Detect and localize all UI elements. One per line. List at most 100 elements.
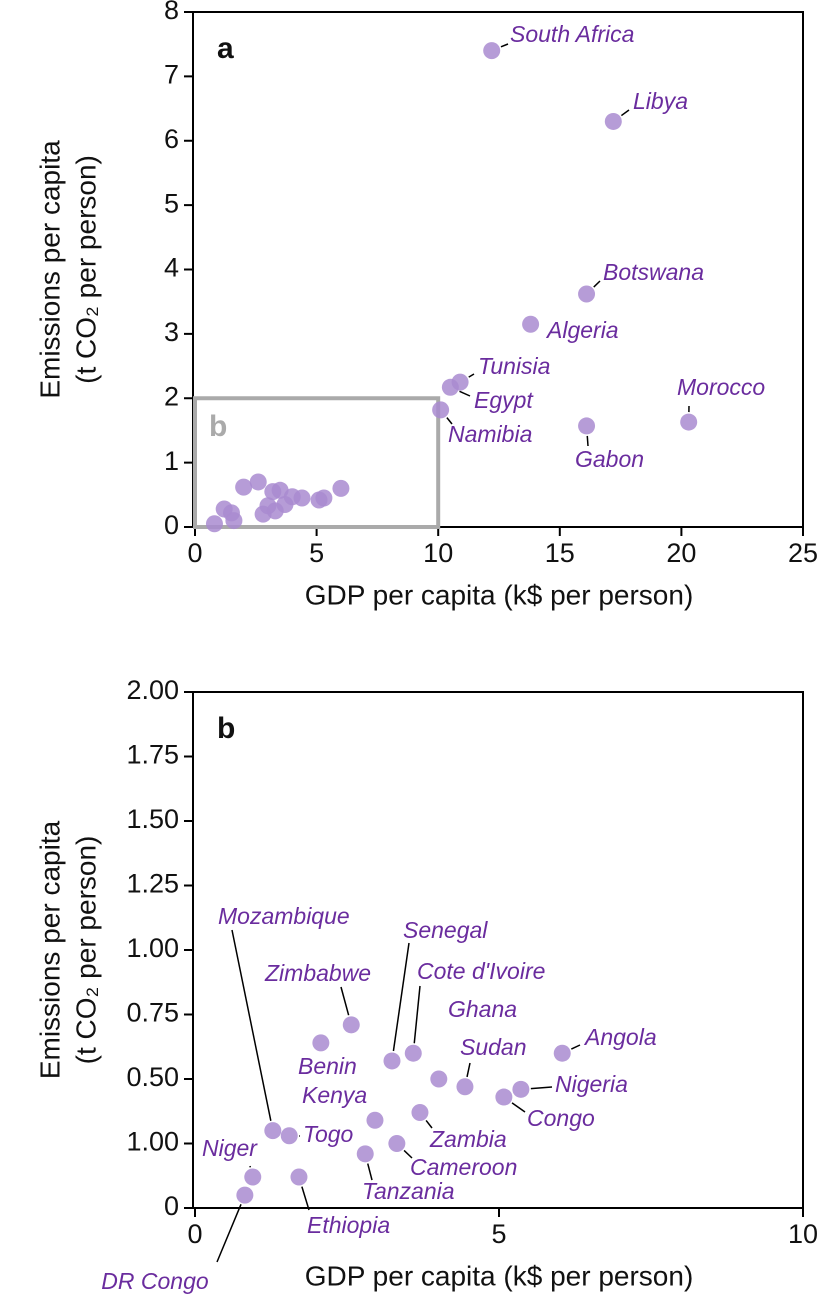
x-tick-label: 20 — [666, 538, 696, 568]
y-axis-label: Emissions per capita — [34, 140, 65, 399]
point-label: Cameroon — [410, 1154, 517, 1180]
point-label: DR Congo — [101, 1268, 209, 1294]
leader-line — [216, 1204, 242, 1263]
point — [235, 478, 253, 496]
y-tick-label: 1.50 — [126, 804, 179, 834]
leader-line — [466, 1062, 471, 1078]
point-label: Botswana — [603, 259, 704, 285]
point-label: Egypt — [474, 387, 534, 413]
y-tick-label: 5 — [164, 188, 179, 218]
x-tick-label: 0 — [187, 1219, 202, 1249]
leader-line — [511, 1102, 526, 1113]
leader-line — [468, 373, 475, 378]
x-tick-label: 5 — [309, 538, 324, 568]
y-tick-label: 0.50 — [126, 1062, 179, 1092]
point — [280, 1127, 298, 1145]
point — [553, 1044, 571, 1062]
y-tick-label: 3 — [164, 317, 179, 347]
point — [578, 285, 596, 303]
point-label: Algeria — [545, 317, 619, 343]
point — [264, 1122, 282, 1140]
leader-line — [570, 1044, 581, 1050]
leader-line — [500, 43, 509, 48]
point — [404, 1044, 422, 1062]
y-tick-label: 7 — [164, 60, 179, 90]
point — [512, 1080, 530, 1098]
y-axis-label: (t CO₂ per person) — [70, 155, 101, 384]
point — [315, 489, 333, 507]
point — [441, 378, 459, 396]
leader-line — [446, 417, 453, 425]
point — [522, 315, 540, 333]
point-label: Namibia — [448, 421, 532, 447]
point — [483, 42, 501, 60]
panel-label: b — [217, 712, 235, 745]
point — [236, 1186, 254, 1204]
point — [432, 401, 450, 419]
point — [225, 512, 243, 530]
x-tick-label: 10 — [423, 538, 453, 568]
y-tick-label: 2.00 — [126, 675, 179, 705]
point — [495, 1088, 513, 1106]
x-tick-label: 10 — [788, 1219, 818, 1249]
point-label: Congo — [527, 1105, 595, 1131]
x-tick-label: 25 — [788, 538, 818, 568]
point — [356, 1145, 374, 1163]
point — [430, 1070, 448, 1088]
leader-line — [593, 280, 601, 288]
leader-line — [367, 1163, 373, 1181]
point-label: Zambia — [429, 1126, 507, 1152]
plot-frame — [192, 11, 804, 528]
y-tick-label: 1.00 — [126, 1127, 179, 1157]
point — [366, 1111, 384, 1129]
leader-line — [403, 1149, 413, 1159]
y-tick-label: 8 — [164, 0, 179, 25]
y-tick-label: 1.75 — [126, 740, 179, 770]
point — [383, 1052, 401, 1070]
point-label: Tanzania — [362, 1178, 455, 1204]
x-axis-label: GDP per capita (k$ per person) — [305, 579, 694, 610]
y-tick-label: 0 — [164, 1191, 179, 1221]
point-label: Benin — [298, 1053, 357, 1079]
leader-line — [301, 1186, 310, 1211]
y-axis-label: Emissions per capita — [34, 820, 65, 1079]
y-tick-label: 0.75 — [126, 998, 179, 1028]
point-label: Angola — [583, 1024, 657, 1050]
leader-line — [392, 942, 410, 1052]
y-tick-label: 6 — [164, 124, 179, 154]
y-tick-label: 1.25 — [126, 869, 179, 899]
point-label: Morocco — [677, 374, 765, 400]
point-label: Senegal — [403, 917, 488, 943]
leader-line — [231, 929, 272, 1121]
y-tick-label: 1.00 — [126, 933, 179, 963]
x-tick-label: 0 — [187, 538, 202, 568]
panel-label: a — [217, 32, 234, 65]
point-label: Cote d'Ivoire — [417, 958, 545, 984]
point — [244, 1168, 262, 1186]
point-label: Zimbabwe — [264, 960, 371, 986]
point — [312, 1034, 330, 1052]
point-label: Nigeria — [555, 1071, 628, 1097]
x-tick-label: 15 — [545, 538, 575, 568]
point-label: South Africa — [510, 21, 634, 47]
point — [332, 479, 350, 497]
y-tick-label: 1 — [164, 446, 179, 476]
leader-line — [620, 109, 630, 117]
y-tick-label: 2 — [164, 381, 179, 411]
y-tick-label: 0 — [164, 510, 179, 540]
point-label: Mozambique — [218, 903, 350, 929]
point-label: Gabon — [575, 446, 644, 472]
point — [604, 112, 622, 130]
point — [411, 1104, 429, 1122]
point-label: Niger — [202, 1135, 258, 1161]
leader-line — [413, 985, 421, 1044]
leader-line — [586, 435, 589, 447]
point — [342, 1016, 360, 1034]
leader-line — [340, 986, 350, 1016]
point — [680, 413, 698, 431]
x-axis-label: GDP per capita (k$ per person) — [305, 1260, 694, 1291]
y-tick-label: 4 — [164, 253, 179, 283]
leader-line — [425, 1119, 433, 1129]
y-axis-label: (t CO₂ per person) — [70, 836, 101, 1065]
